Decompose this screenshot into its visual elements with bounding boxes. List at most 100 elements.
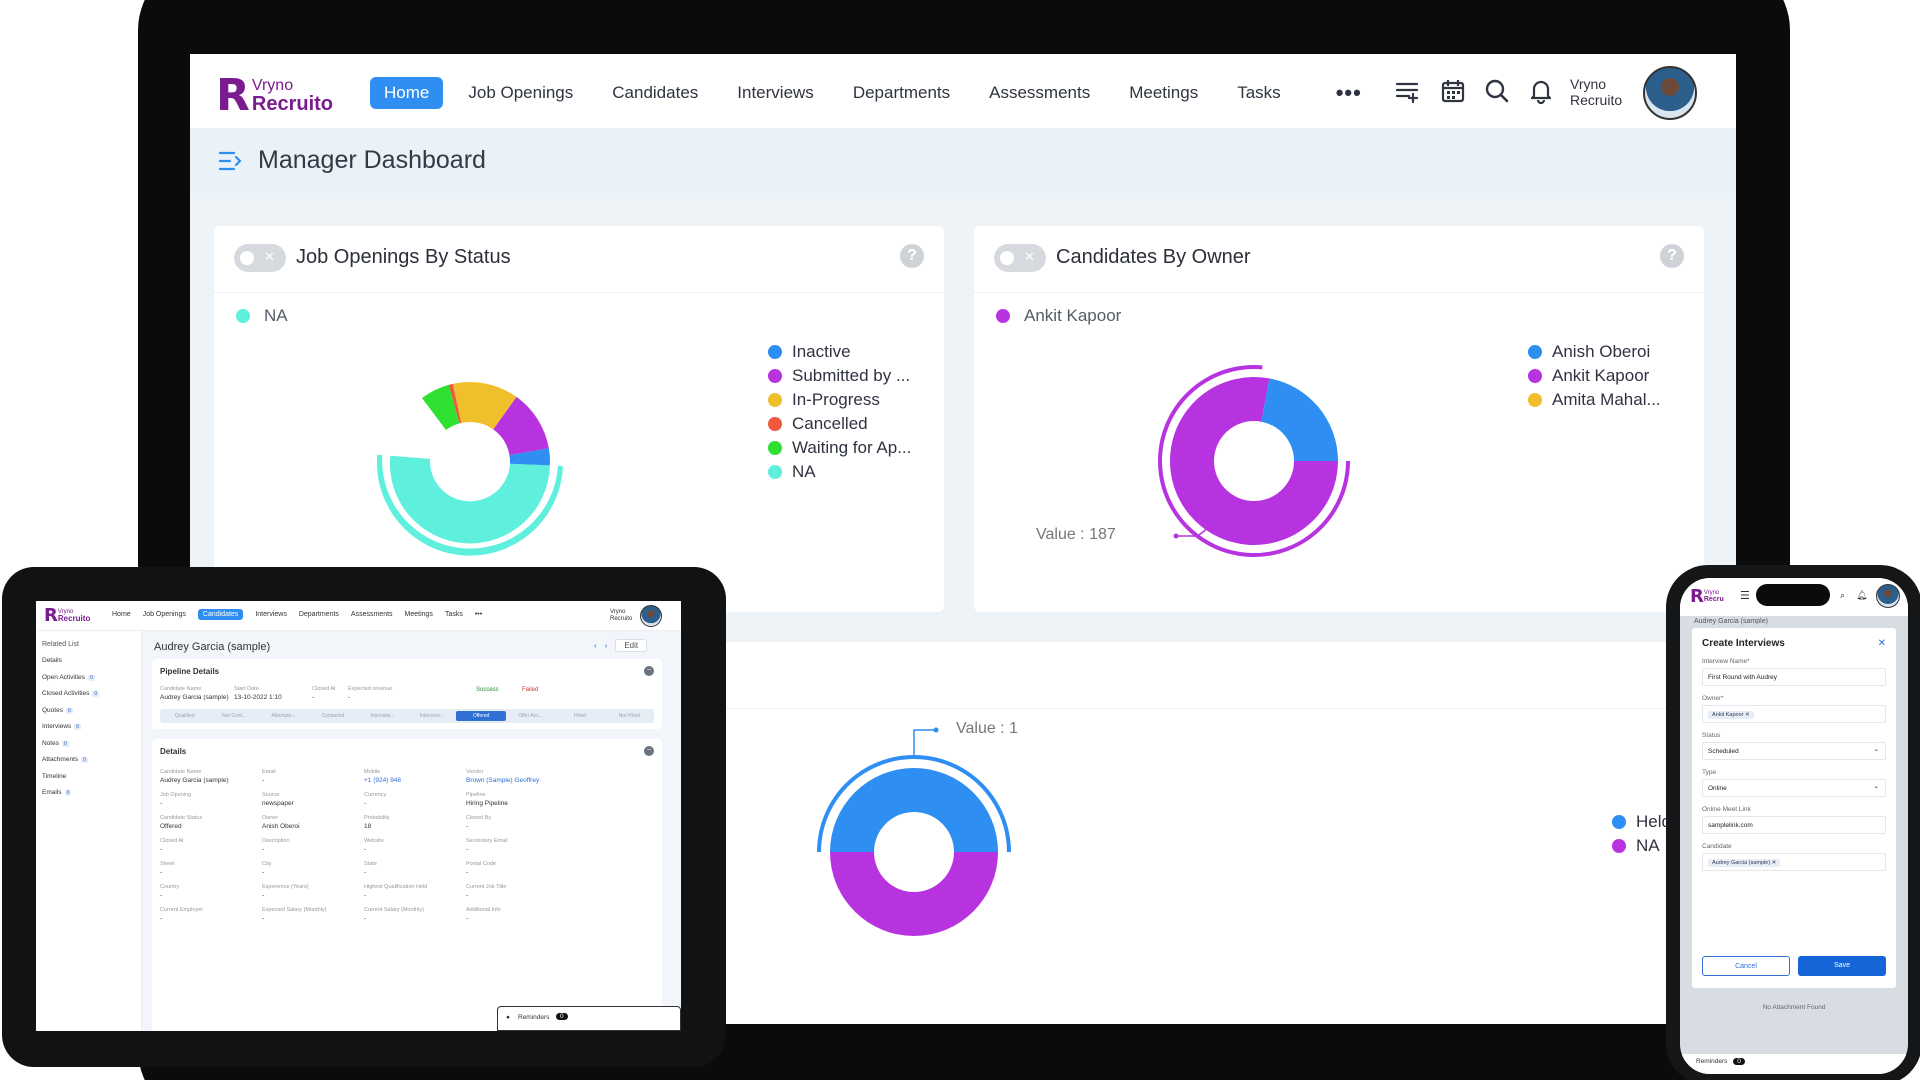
legend-item-cancelled[interactable]: Cancelled (768, 412, 911, 436)
sidebar-item-attachments[interactable]: Attachments 0 (42, 756, 88, 763)
pipeline-stage-offered[interactable]: Offered (456, 711, 505, 721)
bell-icon[interactable] (1528, 78, 1554, 109)
sidebar-item-timeline[interactable]: Timeline (42, 773, 66, 780)
brand-logo[interactable]: R Vryno Recruito (216, 70, 333, 121)
close-icon[interactable]: ✕ (1878, 638, 1886, 649)
legend-item-amita-mahal[interactable]: Amita Mahal... (1528, 388, 1661, 412)
nav-home[interactable]: Home (112, 611, 131, 618)
owner-field[interactable]: Ankit Kapoor ✕ (1702, 705, 1886, 723)
user-name[interactable]: Vryno Recruito (610, 609, 632, 623)
nav-interviews[interactable]: Interviews (723, 77, 828, 109)
reminder-count: 0 (1733, 1058, 1745, 1065)
sidebar-item-notes[interactable]: Notes 0 (42, 740, 69, 747)
calendar-icon[interactable] (1440, 78, 1466, 109)
dynamic-island (1756, 584, 1830, 606)
avatar[interactable] (640, 605, 662, 627)
bell-icon[interactable]: 🔔︎ (1856, 590, 1867, 601)
legend-item-ankit-kapoor[interactable]: Ankit Kapoor (1528, 364, 1661, 388)
search-icon[interactable] (1484, 78, 1510, 109)
collapse-icon[interactable]: − (644, 746, 654, 756)
sidebar-toggle-icon[interactable] (218, 150, 244, 178)
nav-candidates[interactable]: Candidates (598, 77, 712, 109)
sidebar-item-closed-activities[interactable]: Closed Activities 0 (42, 690, 99, 697)
menu-icon[interactable]: ☰ (1740, 589, 1750, 602)
nav-departments[interactable]: Departments (299, 611, 339, 618)
widget-toggle-switch[interactable] (234, 244, 286, 272)
avatar[interactable] (1643, 66, 1697, 120)
pipeline-stage-not-cont[interactable]: Not Cont... (209, 713, 258, 719)
detail-field-current-job-title: Current Job Title - (466, 884, 506, 899)
detail-field-closed-at: Closed At - (160, 838, 184, 853)
brand-logo[interactable]: R Vryno Recruito (44, 605, 90, 626)
legend-item-submitted-by[interactable]: Submitted by ... (768, 364, 911, 388)
brand-logo[interactable]: R Vryno Recru (1690, 586, 1724, 607)
help-icon[interactable]: ? (1660, 244, 1684, 268)
legend-item-in-progress[interactable]: In-Progress (768, 388, 911, 412)
failed-dropdown[interactable]: Failed (522, 687, 538, 693)
search-icon[interactable]: ⌕ (1840, 590, 1845, 601)
interview-name-field[interactable]: First Round with Audrey (1702, 668, 1886, 686)
save-button[interactable]: Save (1798, 956, 1886, 976)
legend-label: Inactive (792, 342, 851, 362)
user-name[interactable]: Vryno Recruito (1570, 76, 1622, 108)
pipeline-stage-offer-acc[interactable]: Offer Acc... (506, 713, 555, 719)
nav-tasks[interactable]: Tasks (1223, 77, 1294, 109)
detail-field-description: Description - (262, 838, 290, 853)
help-icon[interactable]: ? (900, 244, 924, 268)
pipeline-stage-hired[interactable]: Hired (555, 713, 604, 719)
nav-job-openings[interactable]: Job Openings (143, 611, 186, 618)
widget-toggle-switch[interactable] (994, 244, 1046, 272)
pipeline-stage-attempte[interactable]: Attempte... (259, 713, 308, 719)
nav-meetings[interactable]: Meetings (405, 611, 433, 618)
sidebar-item-open-activities[interactable]: Open Activities 0 (42, 674, 95, 681)
panel-heading: Details (160, 747, 186, 756)
legend-item-waiting-for-ap[interactable]: Waiting for Ap... (768, 436, 911, 460)
nav-interviews[interactable]: Interviews (255, 611, 287, 618)
status-field[interactable]: Scheduled ⌄ (1702, 742, 1886, 760)
nav-assessments[interactable]: Assessments (351, 611, 393, 618)
success-dropdown[interactable]: Success (476, 687, 499, 693)
sidebar-item-interviews[interactable]: Interviews 0 (42, 723, 81, 730)
legend-item-na[interactable]: NA (1612, 834, 1671, 858)
nav-assessments[interactable]: Assessments (975, 77, 1104, 109)
pipeline-stage-contacted[interactable]: Contacted (308, 713, 357, 719)
nav-candidates[interactable]: Candidates (198, 609, 243, 620)
chip-remove-icon[interactable]: ✕ (1770, 860, 1776, 866)
chip-remove-icon[interactable]: ✕ (1744, 712, 1750, 718)
pipeline-stage-qualified[interactable]: Qualified (160, 713, 209, 719)
edit-button[interactable]: Edit (615, 639, 647, 652)
cancel-button[interactable]: Cancel (1702, 956, 1790, 976)
nav-home[interactable]: Home (370, 77, 443, 109)
pipeline-stage-interview[interactable]: Interview... (358, 713, 407, 719)
more-menu-icon[interactable]: ••• (1322, 74, 1376, 112)
reminders-bar[interactable]: Reminders 0 (1680, 1054, 1908, 1074)
legend-item-held[interactable]: Held (1612, 810, 1671, 834)
more-menu-icon[interactable]: ••• (475, 611, 482, 618)
sidebar-item-quotes[interactable]: Quotes 0 (42, 707, 73, 714)
sidebar-item-details[interactable]: Details (42, 657, 62, 664)
collapse-icon[interactable]: − (644, 666, 654, 676)
value-label: Value : 187 (1036, 526, 1116, 544)
prev-record-icon[interactable]: ‹ (594, 641, 597, 650)
nav-tasks[interactable]: Tasks (445, 611, 463, 618)
legend-item-na[interactable]: NA (768, 460, 911, 484)
next-record-icon[interactable]: › (605, 641, 608, 650)
legend-item-inactive[interactable]: Inactive (768, 340, 911, 364)
type-field[interactable]: Online ⌄ (1702, 779, 1886, 797)
nav-departments[interactable]: Departments (839, 77, 964, 109)
candidate-field[interactable]: Audrey Garcia (sample) ✕ (1702, 853, 1886, 871)
legend-label: Ankit Kapoor (1552, 366, 1649, 386)
pipeline-stage-interview[interactable]: Interview... (407, 713, 456, 719)
pipeline-stage-not-hired[interactable]: Not Hired (605, 713, 654, 719)
reminders-bar[interactable]: ● Reminders 0 (497, 1006, 681, 1031)
nav-job-openings[interactable]: Job Openings (454, 77, 587, 109)
nav-meetings[interactable]: Meetings (1115, 77, 1212, 109)
sort-list-icon[interactable] (1394, 78, 1422, 109)
legend-item-anish-oberoi[interactable]: Anish Oberoi (1528, 340, 1661, 364)
field-label: Status (1702, 732, 1720, 739)
online-meet-link-field[interactable]: samplelink.com (1702, 816, 1886, 834)
avatar[interactable] (1876, 584, 1900, 608)
sidebar-item-emails[interactable]: Emails 0 (42, 789, 71, 796)
sidebar-item-count: 0 (62, 741, 69, 747)
